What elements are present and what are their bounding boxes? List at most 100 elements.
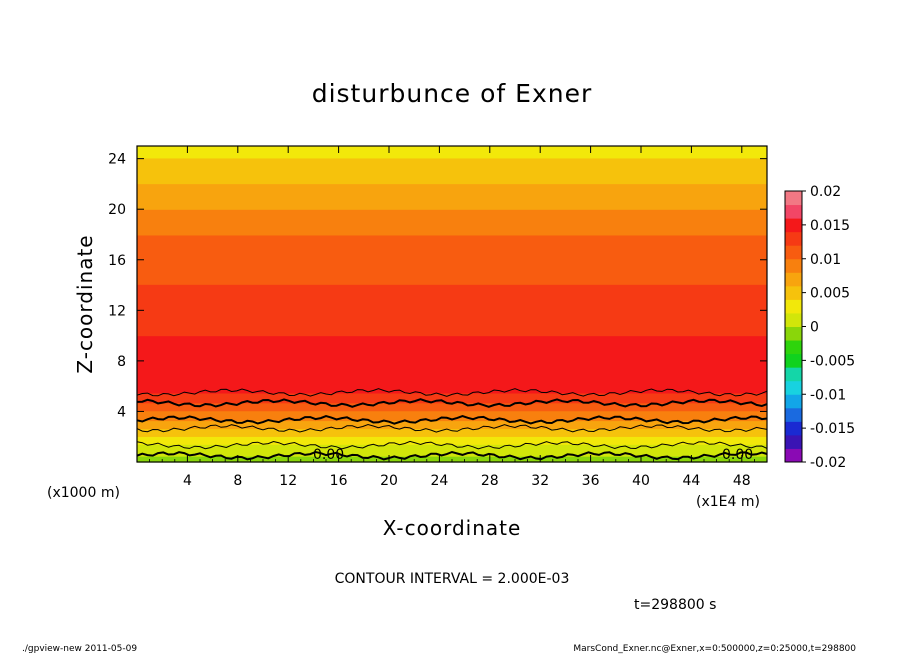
field-band (137, 400, 767, 404)
zero-contour-label-1: 0.00 (313, 447, 344, 463)
colorbar-segment (785, 367, 802, 382)
colorbar-segment (785, 231, 802, 246)
field-band (137, 278, 767, 281)
field-band (137, 300, 767, 303)
field-band (137, 317, 767, 321)
field-band (137, 201, 767, 204)
field-band (137, 394, 767, 398)
field-band (137, 422, 767, 426)
field-band (137, 248, 767, 252)
field-band (137, 398, 767, 402)
field-band (137, 321, 767, 325)
field-band (137, 325, 767, 329)
colorbar-tick-label: 0.01 (810, 252, 841, 268)
y-tick-label: 20 (108, 202, 126, 218)
field-band (137, 199, 767, 202)
colorbar-tick-label: 0.005 (810, 286, 850, 302)
field-band (137, 410, 767, 414)
field-band (137, 404, 767, 408)
field-band (137, 355, 767, 358)
field-band (137, 448, 767, 451)
x-unit-label-secondary: (x1E4 m) (696, 494, 760, 510)
field-band (137, 232, 767, 236)
field-band (137, 264, 767, 268)
field-band (137, 197, 767, 200)
field-band (137, 254, 767, 258)
time-label: t=298800 s (634, 597, 716, 613)
field-band (137, 270, 767, 273)
colorbar-segment (785, 340, 802, 355)
field-band (137, 333, 767, 337)
colorbar-segment (785, 434, 802, 449)
field-band (137, 146, 767, 149)
field-band (137, 211, 767, 214)
field-band (137, 311, 767, 315)
field-band (137, 361, 767, 364)
field-band (137, 167, 767, 171)
y-axis: 4 8 12 16 20 24 (108, 152, 767, 420)
chart-title: disturbunce of Exner (312, 79, 593, 108)
colorbar-segment (785, 299, 802, 314)
field-band (137, 298, 767, 301)
x-tick-label: 48 (733, 473, 751, 489)
field-band (137, 217, 767, 220)
field-band (137, 171, 767, 175)
field-band (137, 315, 767, 319)
x-axis: 4 8 12 16 20 24 28 32 36 40 44 48 (149, 146, 755, 489)
field-band (137, 268, 767, 272)
contour-lines (136, 388, 768, 461)
field-band (137, 416, 767, 420)
x-tick-label: 32 (531, 473, 549, 489)
field-band (137, 430, 767, 433)
field-band (137, 454, 767, 457)
field-band (137, 396, 767, 400)
field-band (137, 153, 767, 157)
field-band (137, 337, 767, 341)
field-band (137, 414, 767, 418)
plot-area (137, 146, 767, 463)
field-band (137, 369, 767, 372)
field-band (137, 329, 767, 333)
field-band (137, 181, 767, 185)
field-band (137, 349, 767, 352)
y-tick-label: 4 (117, 404, 126, 420)
field-band (137, 282, 767, 285)
field-band (137, 319, 767, 323)
field-band (137, 294, 767, 297)
field-band (137, 274, 767, 277)
field-band (137, 155, 767, 159)
colorbar-segment (785, 272, 802, 287)
field-band (137, 436, 767, 439)
field-band (137, 280, 767, 283)
field-band (137, 359, 767, 362)
contour-line (136, 450, 768, 461)
field-band (137, 215, 767, 218)
contour-interval-label: CONTOUR INTERVAL = 2.000E-03 (335, 571, 570, 587)
field-band (137, 173, 767, 177)
field-band (137, 420, 767, 424)
contour-line (136, 415, 768, 425)
colorbar-tick-label: 0.02 (810, 184, 841, 200)
contour-line (136, 388, 768, 397)
field-band (137, 195, 767, 198)
field-band (137, 383, 767, 386)
field-band (137, 302, 767, 305)
field-band (137, 256, 767, 260)
field-band (137, 288, 767, 291)
field-band (137, 442, 767, 445)
field-band (137, 252, 767, 256)
field-band (137, 428, 767, 431)
x-tick-label: 40 (632, 473, 650, 489)
field-band (137, 260, 767, 264)
colorbar-segment (785, 394, 802, 409)
field-band (137, 221, 767, 224)
field-band (137, 381, 767, 384)
field-band (137, 242, 767, 246)
y-axis-label: Z-coordinate (73, 234, 97, 373)
x-tick-label: 20 (380, 473, 398, 489)
field-band (137, 444, 767, 447)
x-unit-label: (x1000 m) (47, 485, 120, 501)
field-band (137, 246, 767, 250)
y-tick-label: 12 (108, 303, 126, 319)
